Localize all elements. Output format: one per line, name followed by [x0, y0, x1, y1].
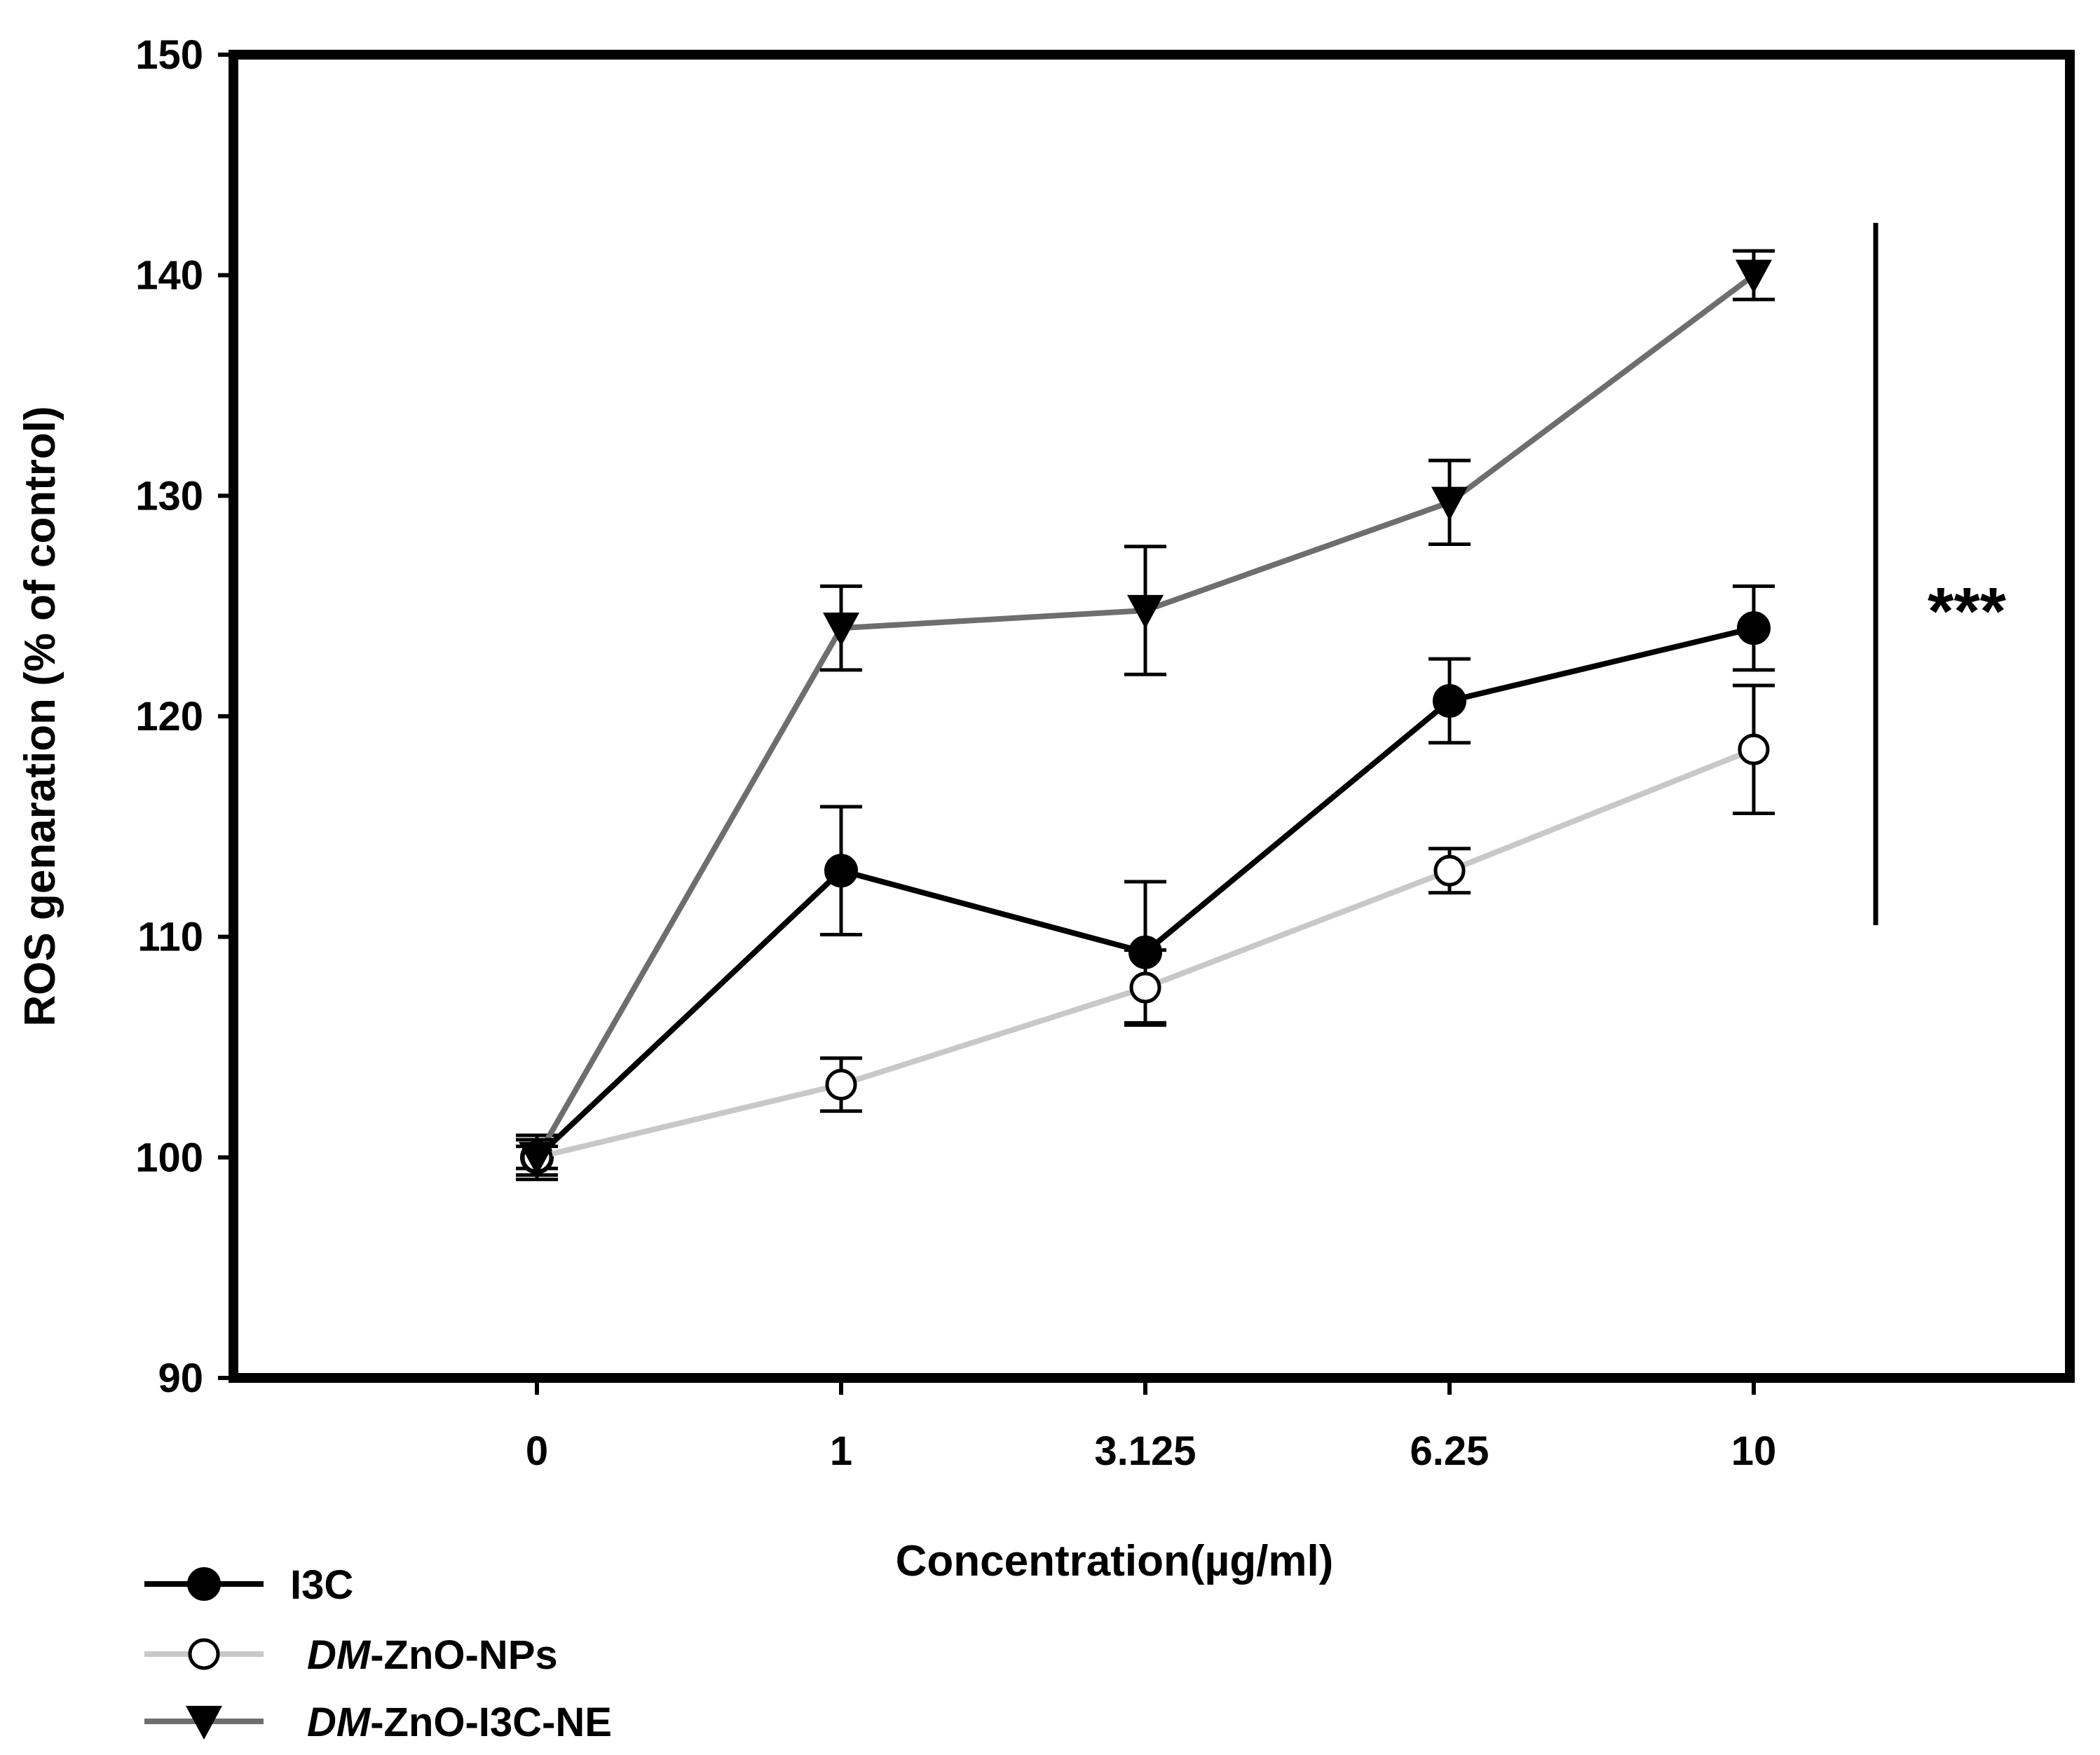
data-point-dm-zno-i3c-ne	[1127, 594, 1164, 629]
y-tick-label: 100	[135, 1135, 203, 1180]
x-tick-label: 3.125	[1094, 1428, 1196, 1474]
legend-label-rest-part: I3C	[290, 1562, 353, 1608]
legend-label-i3c: I3C	[290, 1562, 353, 1608]
legend-label-italic-part: DM	[307, 1700, 371, 1745]
legend-item-i3c: I3C	[144, 1562, 353, 1608]
legend-label-italic-part: DM	[307, 1632, 371, 1678]
legend-label-dm-zno-nps: DM-ZnO-NPs	[307, 1632, 558, 1678]
legend-swatch-marker-dm-zno-i3c-ne	[186, 1705, 222, 1740]
data-point-dm-zno-i3c-ne	[823, 613, 859, 647]
x-tick-label: 0	[526, 1428, 548, 1474]
data-point-dm-zno-nps	[1129, 971, 1161, 1004]
legend-item-dm-zno-i3c-ne: DM-ZnO-I3C-NE	[144, 1700, 612, 1745]
y-tick-label: 150	[135, 32, 203, 78]
data-point-dm-zno-i3c-ne	[1736, 259, 1772, 294]
y-tick-label: 90	[158, 1355, 203, 1401]
series-layer	[516, 249, 1775, 1182]
y-tick-label: 120	[135, 694, 203, 739]
series-dm-zno-nps	[516, 683, 1775, 1173]
data-point-i3c	[824, 854, 858, 888]
y-tick-label: 130	[135, 473, 203, 519]
x-axis-title: Concentration(µg/ml)	[896, 1537, 1334, 1585]
plot-frame	[229, 50, 2075, 1383]
y-tick-label: 140	[135, 253, 203, 299]
ticks-layer: 90 100 110 120 130 140 150 0 1 3.125 6.25 10	[135, 32, 1776, 1474]
x-tick-label: 10	[1731, 1428, 1777, 1474]
y-tick-label: 110	[137, 915, 203, 960]
y-axis-title: ROS genaration (% of control)	[16, 406, 64, 1026]
data-point-dm-zno-nps	[1738, 733, 1770, 765]
data-point-dm-zno-i3c-ne	[519, 1142, 555, 1176]
legend-label-dm-zno-i3c-ne: DM-ZnO-I3C-NE	[307, 1700, 612, 1745]
legend-item-dm-zno-nps: DM-ZnO-NPs	[144, 1632, 558, 1678]
data-point-dm-zno-i3c-ne	[1431, 486, 1468, 521]
data-point-i3c	[1433, 683, 1466, 718]
series-dm-zno-i3c-ne	[516, 249, 1775, 1177]
legend-label-rest-part: -ZnO-NPs	[370, 1632, 557, 1678]
significance-label: ***	[1928, 574, 2007, 649]
legend-label-rest-part: -ZnO-I3C-NE	[370, 1700, 612, 1745]
x-tick-label: 6.25	[1410, 1428, 1489, 1474]
x-tick-label: 1	[830, 1428, 852, 1474]
data-point-dm-zno-nps	[825, 1068, 857, 1100]
data-point-dm-zno-nps	[1433, 854, 1466, 887]
legend-swatch-marker-dm-zno-nps	[188, 1638, 220, 1670]
data-point-i3c	[1737, 611, 1771, 646]
legend-swatch-marker-i3c	[187, 1567, 221, 1601]
